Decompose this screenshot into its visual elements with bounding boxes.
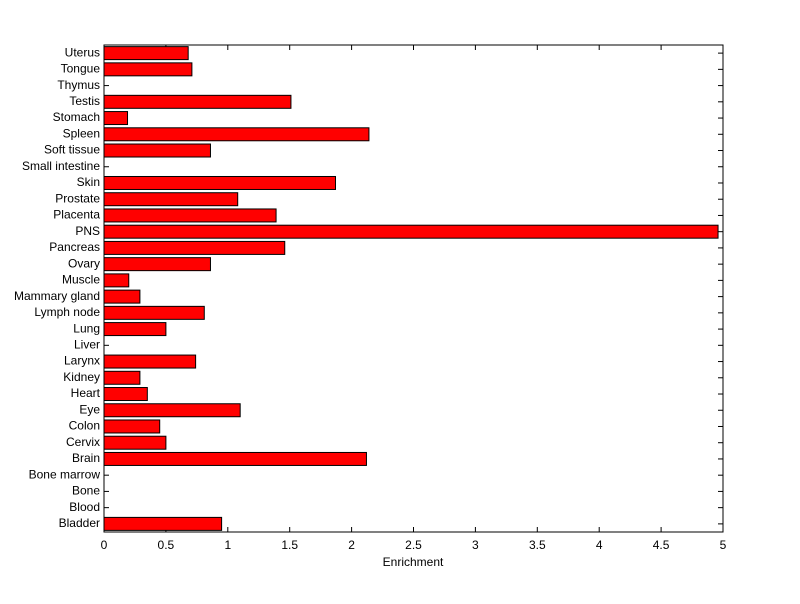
- y-tick-label: Bone marrow: [29, 467, 101, 481]
- y-tick-label: Cervix: [66, 435, 100, 449]
- bar: [103, 257, 211, 272]
- y-tick-label: Bone: [72, 484, 100, 498]
- y-tick-label: Larynx: [64, 354, 100, 368]
- bar: [103, 192, 239, 207]
- x-tick-label: 5: [720, 538, 727, 552]
- y-tick-label: Prostate: [55, 191, 100, 205]
- bar: [103, 240, 286, 255]
- bar: [103, 127, 370, 142]
- y-tick-label: Stomach: [53, 110, 100, 124]
- bar: [103, 516, 223, 531]
- x-tick-label: 2: [348, 538, 355, 552]
- bar: [103, 370, 141, 385]
- bar: [103, 387, 148, 402]
- bar: [103, 62, 193, 77]
- bar: [103, 46, 189, 61]
- plot-frame: [103, 44, 724, 533]
- bar: [103, 354, 197, 369]
- y-tick-label: Placenta: [53, 208, 100, 222]
- x-tick-label: 2.5: [405, 538, 422, 552]
- y-tick-label: Thymus: [57, 78, 100, 92]
- y-tick-label: Small intestine: [22, 159, 100, 173]
- bar: [103, 451, 367, 466]
- x-tick-label: 1: [224, 538, 231, 552]
- x-tick-label: 3: [472, 538, 479, 552]
- y-tick-label: Uterus: [65, 45, 100, 59]
- bar: [103, 419, 161, 434]
- bar: [103, 111, 129, 126]
- y-tick-label: Kidney: [63, 370, 100, 384]
- y-tick-label: Ovary: [68, 256, 100, 270]
- x-tick-label: 0.5: [158, 538, 175, 552]
- x-axis-label: Enrichment: [383, 555, 444, 569]
- y-tick-label: PNS: [75, 224, 100, 238]
- bar: [103, 143, 211, 158]
- y-tick-label: Lung: [73, 321, 100, 335]
- bar: [103, 289, 141, 304]
- bar: [103, 208, 277, 223]
- x-tick-label: 4: [596, 538, 603, 552]
- y-tick-label: Pancreas: [49, 240, 100, 254]
- x-tick-label: 1.5: [281, 538, 298, 552]
- y-tick-label: Bladder: [59, 516, 100, 530]
- x-tick-label: 0: [101, 538, 108, 552]
- y-tick-label: Brain: [72, 451, 100, 465]
- y-tick-label: Skin: [77, 175, 100, 189]
- y-tick-label: Colon: [69, 419, 100, 433]
- bar: [103, 322, 167, 337]
- y-tick-label: Testis: [69, 94, 100, 108]
- x-tick-label: 4.5: [653, 538, 670, 552]
- y-tick-label: Lymph node: [34, 305, 100, 319]
- y-tick-label: Blood: [69, 500, 100, 514]
- y-tick-label: Heart: [71, 386, 101, 400]
- bar: [103, 175, 337, 190]
- bar: [103, 273, 130, 288]
- y-tick-label: Soft tissue: [44, 143, 100, 157]
- y-tick-label: Spleen: [63, 126, 100, 140]
- bar: [103, 403, 241, 418]
- bar: [103, 305, 205, 320]
- y-tick-label: Mammary gland: [14, 289, 100, 303]
- bar: [103, 224, 719, 239]
- y-tick-label: Muscle: [62, 273, 100, 287]
- x-tick-label: 3.5: [529, 538, 546, 552]
- y-tick-label: Tongue: [61, 62, 101, 76]
- bar: [103, 94, 292, 109]
- y-tick-label: Eye: [79, 402, 100, 416]
- y-tick-label: Liver: [74, 337, 100, 351]
- bar: [103, 435, 167, 450]
